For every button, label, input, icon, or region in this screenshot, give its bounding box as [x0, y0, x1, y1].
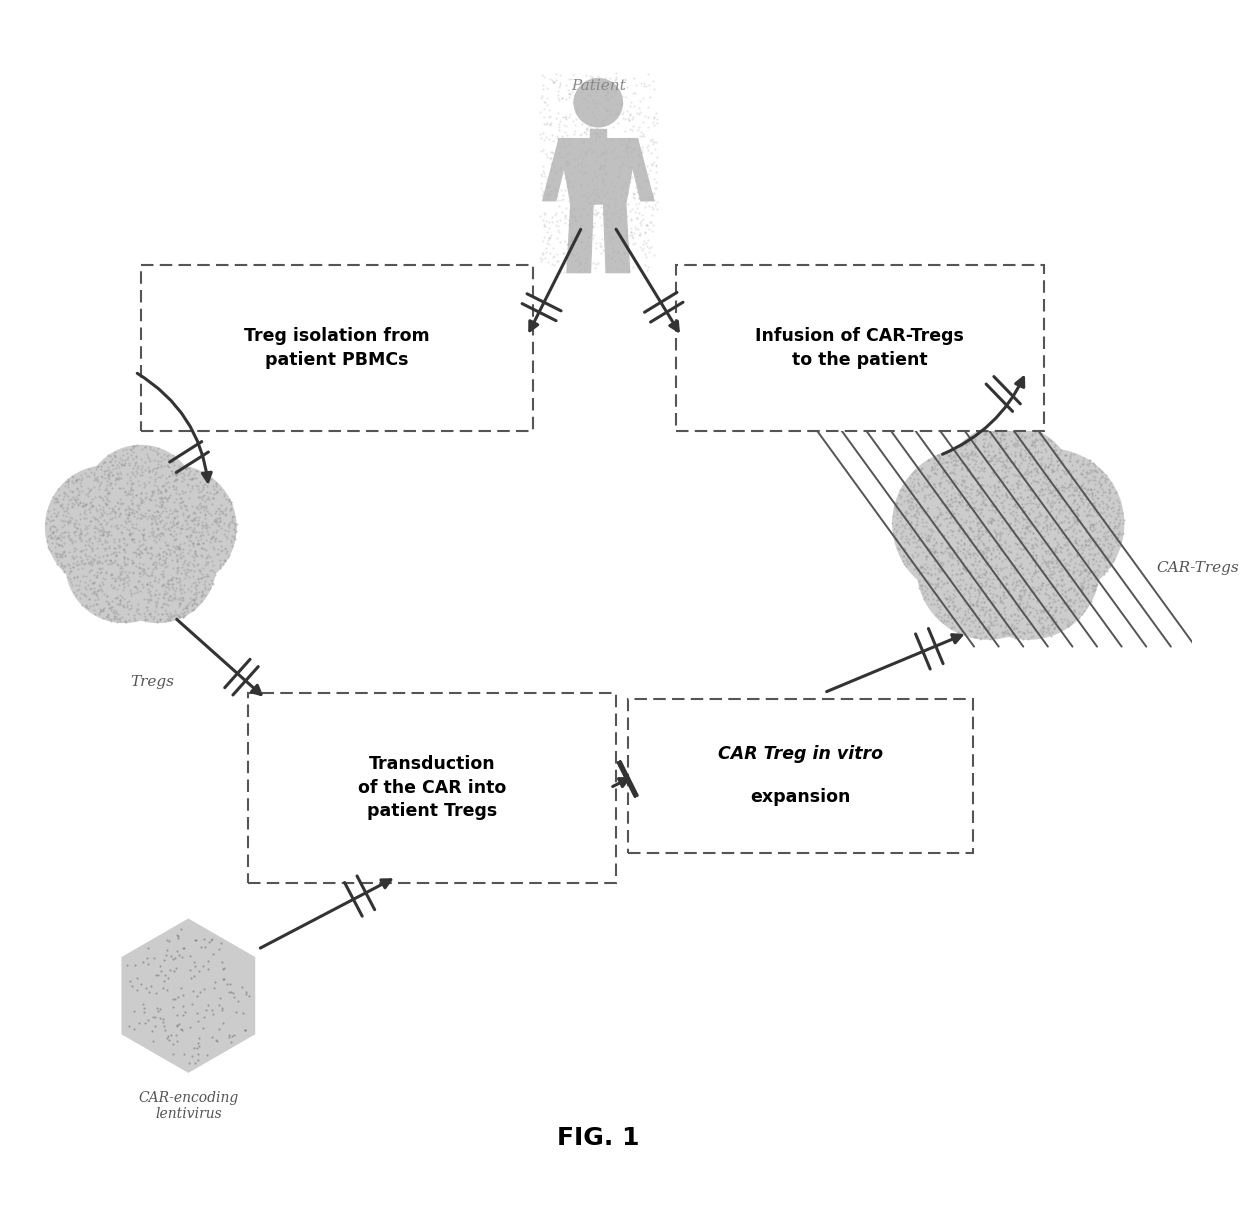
Text: Transduction
of the CAR into
patient Tregs: Transduction of the CAR into patient Tre… [358, 755, 506, 820]
FancyArrowPatch shape [613, 779, 629, 786]
Circle shape [113, 466, 237, 589]
FancyBboxPatch shape [627, 698, 972, 853]
Polygon shape [590, 129, 606, 139]
FancyArrowPatch shape [616, 229, 678, 330]
Circle shape [916, 497, 1059, 640]
Polygon shape [626, 139, 653, 201]
Text: expansion: expansion [750, 789, 851, 806]
Polygon shape [559, 139, 637, 204]
FancyArrowPatch shape [177, 619, 260, 695]
FancyBboxPatch shape [676, 265, 1044, 432]
Polygon shape [567, 204, 593, 273]
Text: Infusion of CAR-Tregs
to the patient: Infusion of CAR-Tregs to the patient [755, 327, 965, 369]
Text: CAR-Tregs: CAR-Tregs [1157, 561, 1240, 575]
Text: CAR Treg in vitro: CAR Treg in vitro [718, 746, 883, 763]
Circle shape [975, 449, 1125, 599]
Text: Treg isolation from
patient PBMCs: Treg isolation from patient PBMCs [244, 327, 430, 369]
FancyBboxPatch shape [141, 265, 533, 432]
Circle shape [66, 506, 182, 623]
Text: Patient: Patient [570, 79, 626, 94]
Text: Tregs: Tregs [130, 675, 175, 689]
Polygon shape [543, 139, 570, 201]
Text: CAR-encoding
lentivirus: CAR-encoding lentivirus [138, 1091, 238, 1121]
Circle shape [573, 78, 624, 128]
Circle shape [84, 445, 197, 557]
Circle shape [940, 424, 1076, 561]
Text: FIG. 1: FIG. 1 [557, 1126, 640, 1151]
FancyArrowPatch shape [529, 229, 580, 330]
Circle shape [892, 449, 1043, 599]
FancyBboxPatch shape [248, 692, 616, 883]
Circle shape [45, 466, 169, 589]
FancyArrowPatch shape [827, 635, 961, 691]
Polygon shape [604, 204, 630, 273]
FancyArrowPatch shape [942, 378, 1024, 455]
Circle shape [99, 506, 217, 623]
FancyArrowPatch shape [138, 373, 211, 482]
Polygon shape [122, 918, 255, 1073]
Circle shape [957, 497, 1100, 640]
FancyArrowPatch shape [260, 880, 391, 948]
